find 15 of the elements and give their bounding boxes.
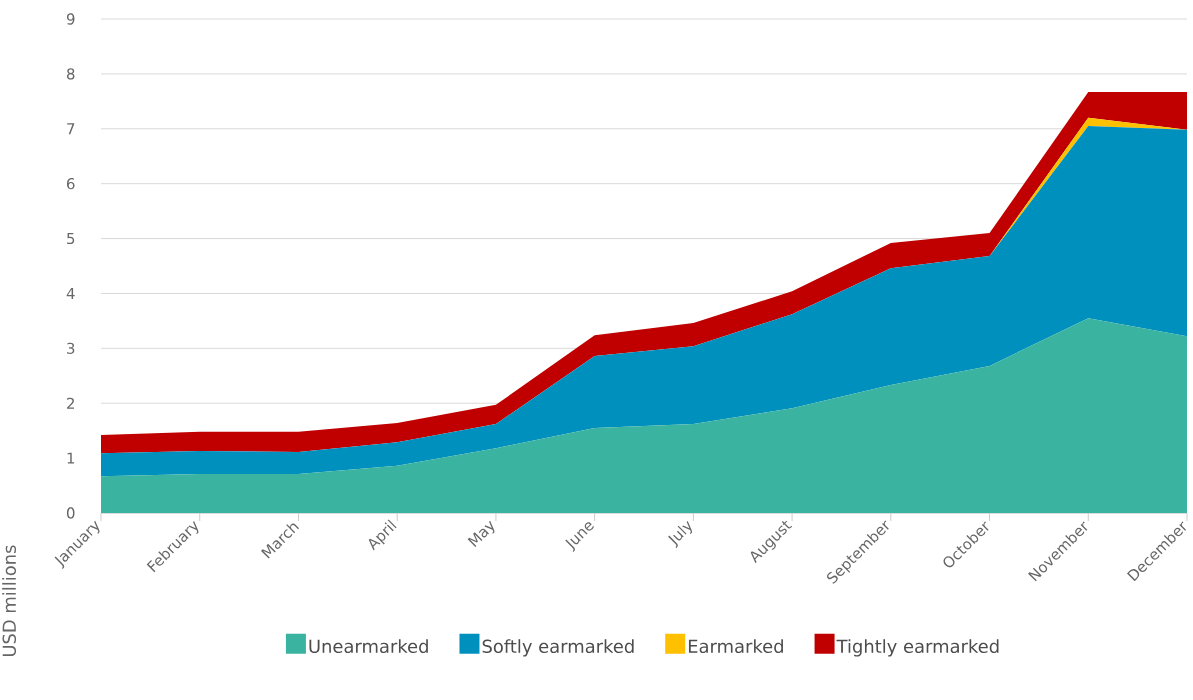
y-tick-label: 9 [66, 13, 75, 25]
y-tick-label: 4 [66, 288, 75, 299]
legend-label: Tightly earmarked [836, 639, 999, 657]
legend-label: Earmarked [688, 639, 783, 654]
y-tick-label: 6 [67, 178, 75, 190]
y-tick-label: 8 [66, 68, 75, 80]
y-tick-label: 1 [67, 452, 75, 464]
y-tick-label: 5 [67, 233, 75, 245]
y-tick-label: 7 [67, 123, 75, 135]
legend-label: Unearmarked [309, 639, 428, 654]
legend-label: Softly earmarked [482, 639, 634, 657]
y-axis-title: USD millions [2, 545, 17, 657]
y-tick-label: 2 [67, 397, 74, 409]
y-tick-label: 3 [67, 342, 75, 354]
y-tick-label: 0 [66, 507, 75, 519]
